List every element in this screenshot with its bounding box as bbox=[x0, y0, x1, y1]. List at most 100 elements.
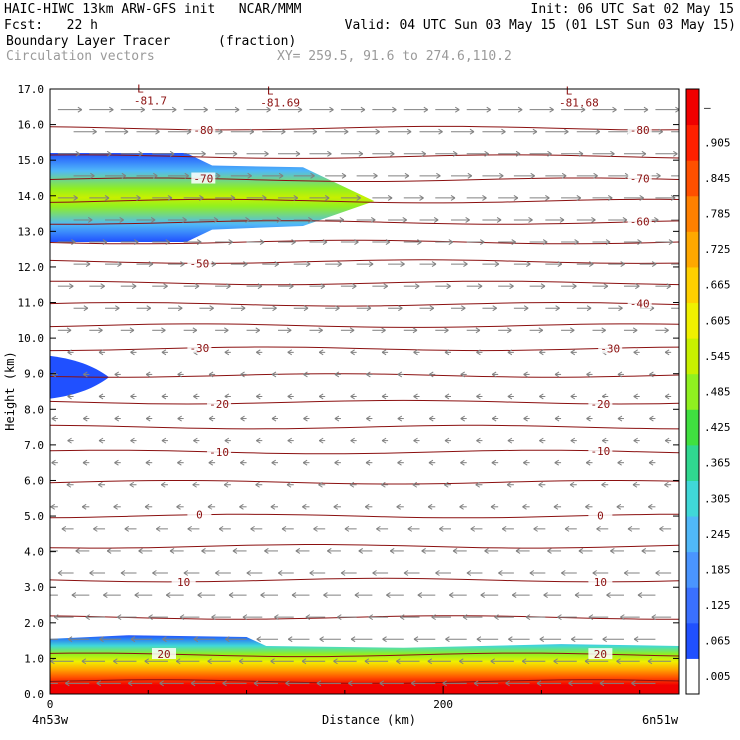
temperature-contour bbox=[50, 399, 679, 405]
vector-head bbox=[287, 349, 293, 356]
valid-time: Valid: 04 UTC Sun 03 May 15 (01 LST Sun … bbox=[344, 18, 736, 33]
vector-head bbox=[160, 481, 166, 488]
vector-head bbox=[476, 349, 481, 356]
vector-head bbox=[130, 349, 135, 356]
vector-head bbox=[402, 217, 407, 223]
vector-head bbox=[266, 106, 271, 113]
vector-head bbox=[507, 437, 513, 444]
vector-head bbox=[295, 548, 301, 554]
y-tick-label: 16.0 bbox=[18, 119, 45, 132]
vector-head bbox=[617, 459, 622, 466]
vector-head bbox=[465, 217, 470, 223]
vector-head bbox=[145, 371, 151, 378]
vector-head bbox=[491, 459, 497, 466]
x-axis-label: Distance (km) bbox=[322, 713, 416, 727]
field-name: Boundary Layer Tracer bbox=[6, 34, 171, 49]
vector-head bbox=[580, 106, 586, 113]
vector-head bbox=[224, 349, 230, 356]
vector-head bbox=[649, 371, 654, 378]
vector-head bbox=[517, 106, 523, 113]
vector-head bbox=[201, 548, 206, 554]
vector-head bbox=[507, 393, 513, 400]
vector-head bbox=[318, 327, 323, 334]
vector-head bbox=[509, 283, 514, 290]
vector-head bbox=[281, 128, 286, 135]
vector-head bbox=[681, 306, 685, 311]
temperature-contour bbox=[50, 449, 679, 455]
vector-head bbox=[607, 194, 613, 201]
vector-head bbox=[163, 283, 168, 290]
y-tick-label: 11.0 bbox=[18, 297, 45, 310]
vector-head bbox=[392, 106, 397, 113]
vector-head bbox=[324, 194, 330, 201]
vector-head bbox=[262, 194, 267, 201]
vector-head bbox=[627, 525, 633, 532]
temperature-contour bbox=[50, 615, 679, 620]
colorbar-label: .185 bbox=[704, 563, 731, 576]
vector-head bbox=[664, 393, 670, 400]
vector-head bbox=[368, 614, 374, 621]
vector-head bbox=[228, 592, 234, 598]
vector-head bbox=[287, 636, 293, 643]
contour-label: -10 bbox=[209, 446, 229, 459]
vector-head bbox=[303, 415, 308, 422]
vector-head bbox=[523, 415, 528, 422]
vector-head bbox=[477, 283, 483, 290]
vector-head bbox=[305, 614, 311, 621]
vector-head bbox=[192, 327, 198, 334]
vector-head bbox=[222, 680, 227, 687]
vector-head bbox=[104, 194, 110, 201]
vector-head bbox=[165, 592, 171, 598]
vector-head bbox=[281, 525, 287, 532]
vector-head bbox=[668, 239, 674, 245]
vector-head bbox=[264, 150, 269, 157]
vector-head bbox=[83, 371, 88, 378]
contour-label-bg bbox=[171, 575, 196, 587]
vector-head bbox=[277, 570, 283, 576]
vector-head bbox=[612, 106, 617, 113]
vector-head bbox=[194, 283, 200, 290]
vector-head bbox=[223, 481, 229, 488]
vector-head bbox=[569, 481, 575, 488]
vector-head bbox=[291, 592, 297, 598]
vector-head bbox=[343, 128, 349, 135]
vector-head bbox=[507, 327, 512, 334]
vector-head bbox=[103, 592, 108, 598]
vector-head bbox=[601, 327, 606, 334]
contour-label-bg bbox=[627, 297, 652, 309]
vector-head bbox=[664, 481, 669, 488]
vector-head bbox=[278, 172, 284, 179]
vector-head bbox=[476, 437, 481, 444]
vector-head bbox=[318, 481, 323, 488]
vector-head bbox=[372, 570, 377, 576]
vector-head bbox=[270, 658, 275, 665]
vector-head bbox=[256, 437, 261, 444]
vector-head bbox=[250, 525, 255, 532]
colorbar-swatch bbox=[686, 587, 699, 624]
vector-head bbox=[350, 437, 355, 444]
tracer-fill-layer bbox=[50, 153, 679, 694]
contour-label: -40 bbox=[630, 298, 650, 311]
vector-head bbox=[352, 283, 357, 290]
vector-head bbox=[82, 459, 88, 466]
vector-head bbox=[134, 592, 140, 598]
vector-head bbox=[507, 349, 513, 356]
vector-head bbox=[57, 570, 63, 576]
title-line1-left: HAIC-HIWC 13km ARW-GFS init NCAR/MMM bbox=[4, 2, 302, 17]
vector-head bbox=[162, 636, 167, 643]
vector-head bbox=[120, 570, 126, 576]
vector-head bbox=[289, 283, 294, 290]
plot-frame bbox=[49, 88, 680, 695]
vector-head bbox=[596, 525, 601, 532]
y-tick-label: 13.0 bbox=[18, 225, 45, 238]
vector-head bbox=[616, 658, 621, 665]
vector-head bbox=[569, 327, 575, 334]
colorbar-label: .785 bbox=[704, 208, 731, 221]
vector-head bbox=[525, 614, 531, 621]
low-marker: L bbox=[566, 84, 573, 97]
contour-label: -10 bbox=[590, 445, 610, 458]
vector-head bbox=[452, 150, 458, 157]
vector-head bbox=[649, 415, 654, 422]
vector-head bbox=[264, 548, 269, 554]
temperature-contour bbox=[50, 239, 679, 245]
